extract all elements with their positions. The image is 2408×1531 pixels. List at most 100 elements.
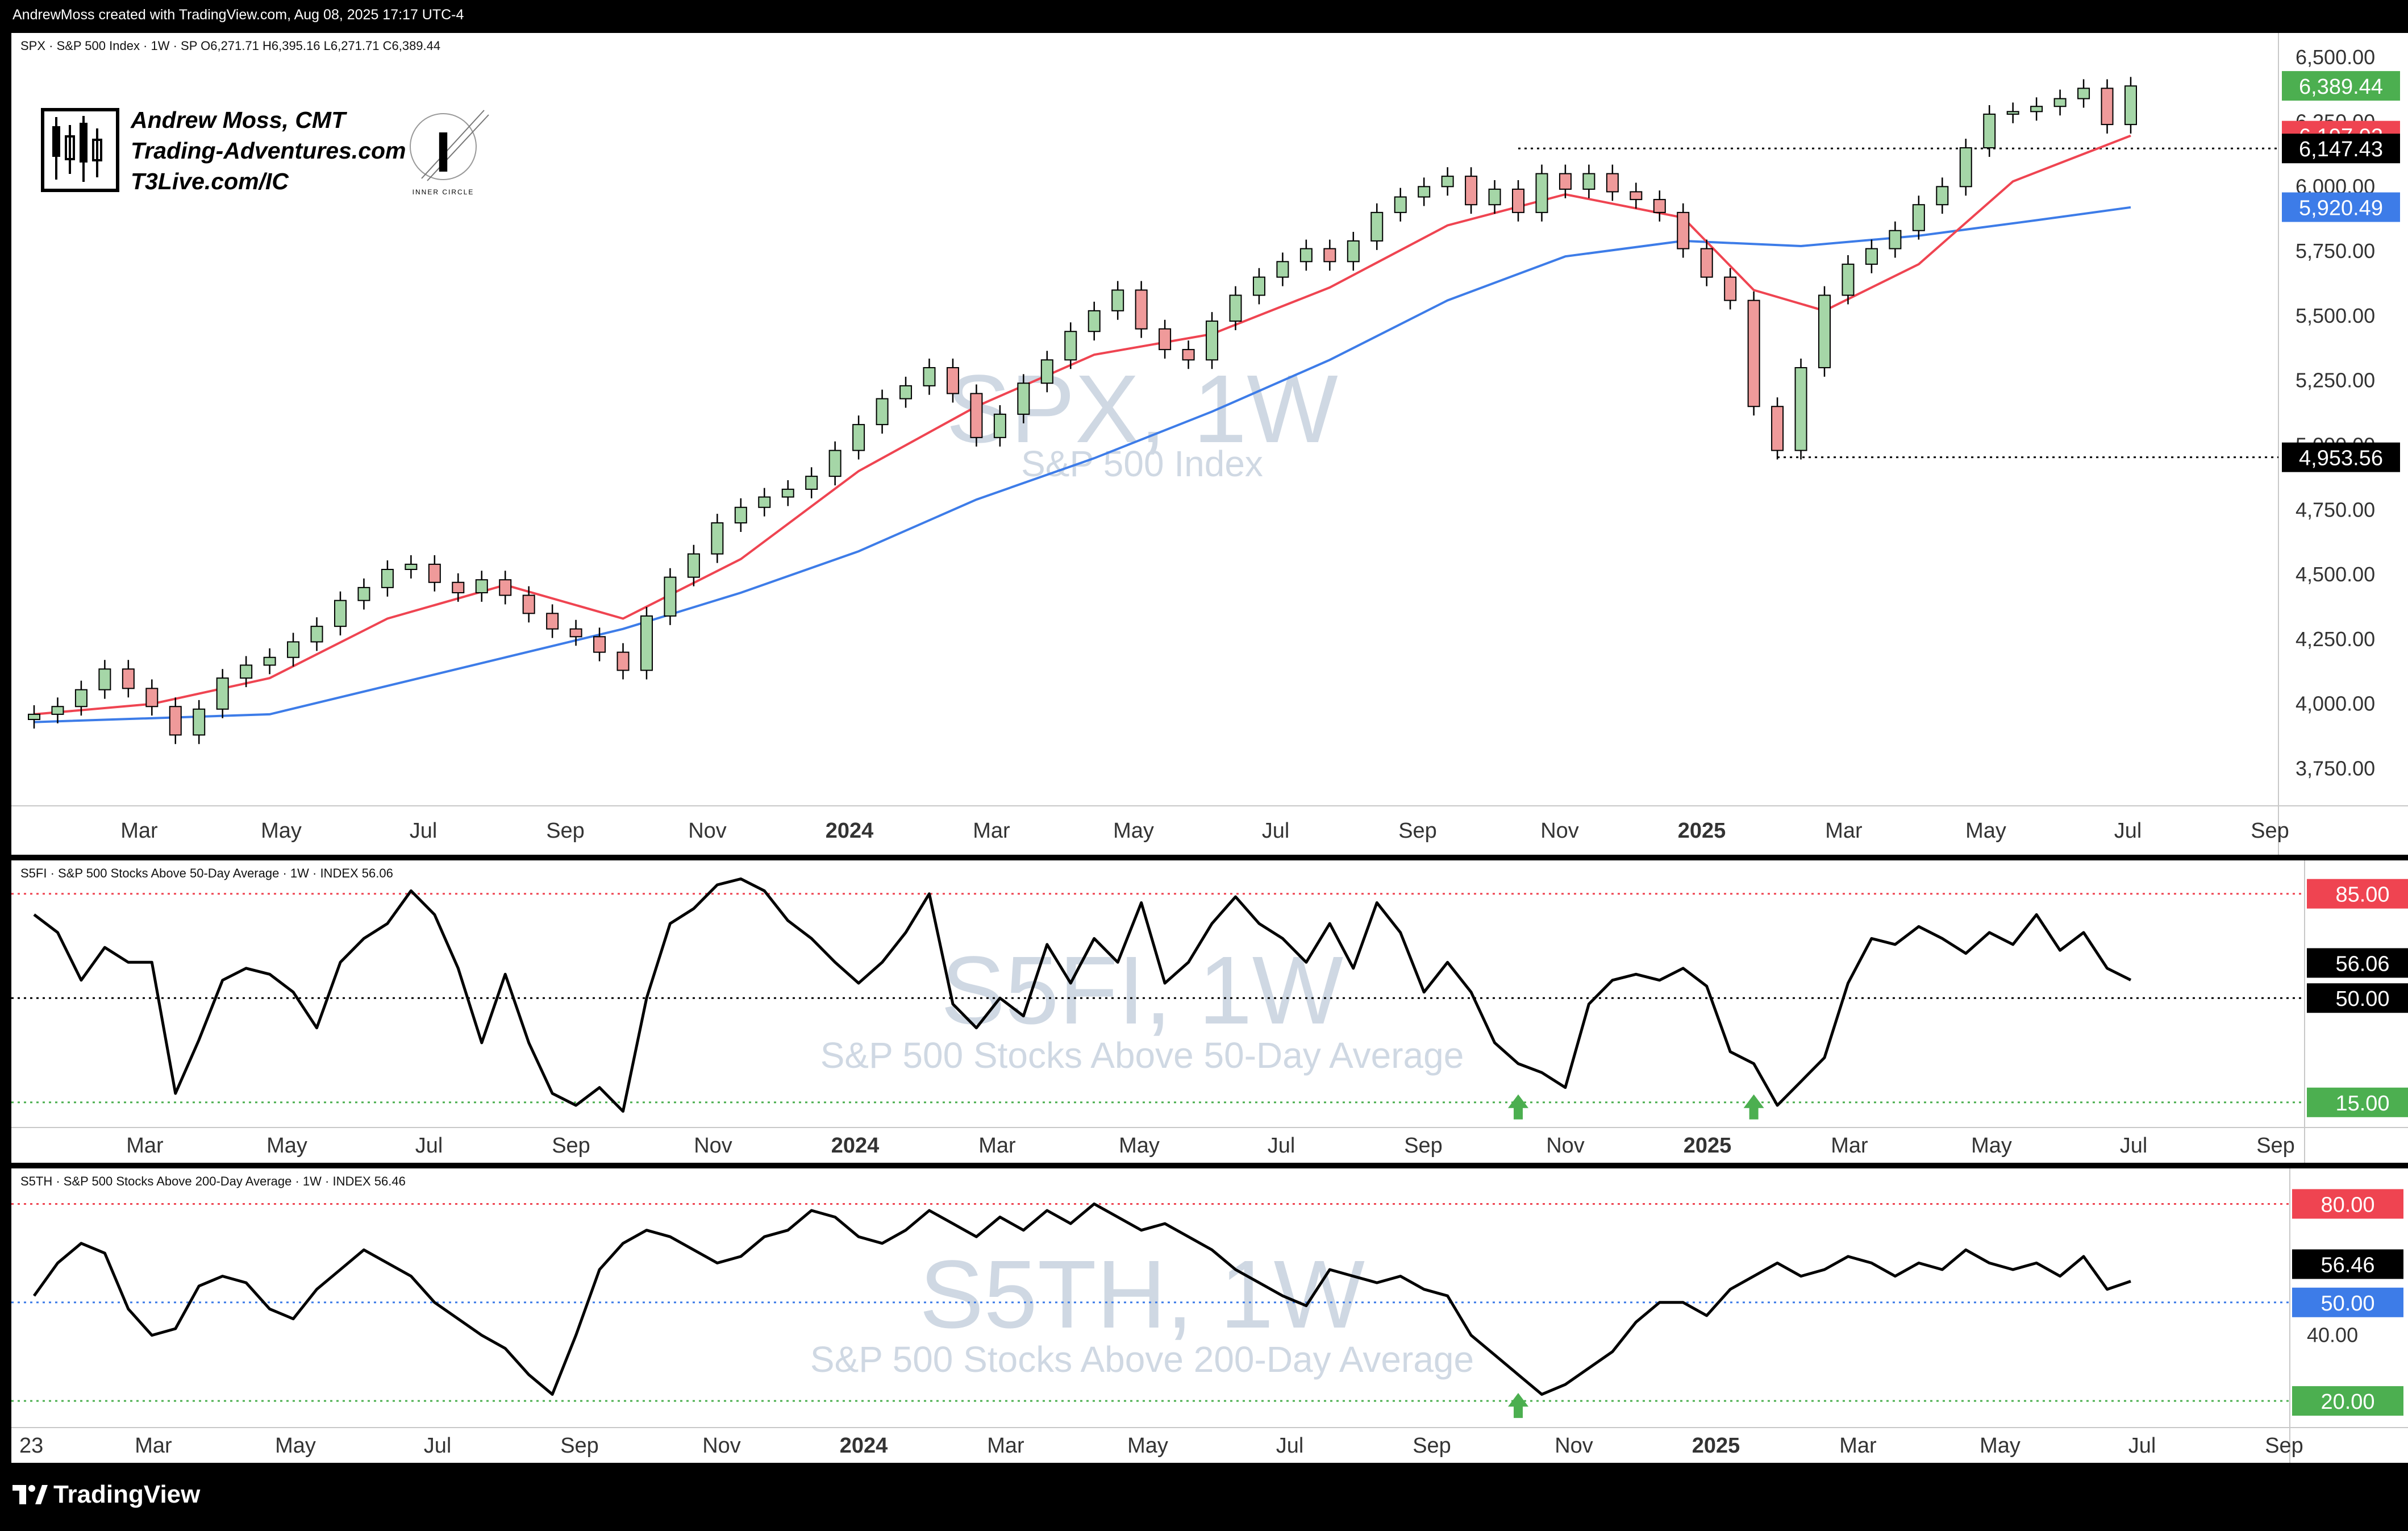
candle-body bbox=[1630, 191, 1643, 201]
level-tag-label: 50.00 bbox=[2320, 1292, 2374, 1316]
level-tag bbox=[2307, 879, 2408, 909]
time-tick-label: Nov bbox=[1555, 1434, 1593, 1458]
time-tick-label: 2024 bbox=[826, 819, 874, 843]
s5fi-chart[interactable]: S5FI, 1WS&P 500 Stocks Above 50-Day Aver… bbox=[11, 860, 2408, 1163]
level-tag-label: 20.00 bbox=[2320, 1390, 2374, 1414]
candle-body bbox=[1818, 294, 1831, 368]
time-tick-label: Sep bbox=[2256, 1134, 2295, 1158]
candle-body bbox=[240, 664, 253, 679]
candle-body bbox=[1252, 276, 1265, 296]
author-name: Andrew Moss, CMT bbox=[131, 107, 346, 133]
candle-body bbox=[405, 563, 418, 570]
candle-body bbox=[1512, 188, 1525, 213]
candle-body bbox=[1299, 248, 1313, 263]
candle-body bbox=[1889, 230, 1902, 249]
watermark-subtitle: S&P 500 Stocks Above 200-Day Average bbox=[810, 1339, 1474, 1380]
time-tick-label: Jul bbox=[410, 819, 438, 843]
level-tag-label: 15.00 bbox=[2335, 1092, 2389, 1116]
spx-chart[interactable]: 3,750.00 4,000.00 4,250.00 4,500.00 4,750.00… bbox=[11, 33, 2408, 855]
candle-body bbox=[1418, 186, 1431, 198]
price-tag bbox=[2282, 134, 2400, 164]
candle-body bbox=[1842, 263, 1855, 296]
candle-body bbox=[74, 689, 88, 708]
price-tag-label: 6,147.43 bbox=[2299, 138, 2383, 161]
time-tick-label: 2024 bbox=[831, 1134, 880, 1158]
candle-body bbox=[1983, 113, 1996, 149]
candle-body bbox=[946, 367, 959, 394]
price-tick-label: 4,250.00 bbox=[2295, 627, 2375, 651]
s5th-chart[interactable]: S5TH, 1WS&P 500 Stocks Above 200-Day Ave… bbox=[11, 1168, 2408, 1463]
s5fi-pane[interactable]: S5FI, 1W S&P 500 Stocks Above 50-Day Aver… bbox=[11, 860, 2408, 1163]
candle-body bbox=[428, 563, 441, 583]
candle-body bbox=[1135, 289, 1148, 330]
price-tick-label: 3,750.00 bbox=[2295, 756, 2375, 780]
spx-legend: SPX · S&P 500 Index · 1W · SP O6,271.71 … bbox=[20, 39, 440, 53]
candle-body bbox=[2101, 88, 2114, 126]
time-tick-label: Nov bbox=[1546, 1134, 1585, 1158]
candle-body bbox=[852, 424, 865, 451]
candle-body bbox=[452, 581, 465, 593]
s5th-pane[interactable]: S5TH, 1W S&P 500 Stocks Above 200-Day Ave… bbox=[11, 1168, 2408, 1463]
candle-body bbox=[1465, 176, 1478, 206]
time-tick-label: Sep bbox=[1398, 819, 1437, 843]
candle-body bbox=[1653, 199, 1666, 213]
candle-body bbox=[593, 636, 606, 653]
candle-body bbox=[357, 586, 370, 601]
candle-body bbox=[687, 553, 700, 578]
time-tick-label: Jul bbox=[1276, 1434, 1304, 1458]
tradingview-logo[interactable]: TradingView bbox=[13, 1480, 200, 1509]
price-tag bbox=[2282, 442, 2400, 472]
author-link: T3Live.com/IC bbox=[131, 168, 289, 194]
candle-body bbox=[1206, 321, 1219, 361]
time-tick-label: May bbox=[1980, 1434, 2020, 1458]
level-tag bbox=[2292, 1386, 2403, 1416]
time-tick-label: Jul bbox=[2128, 1434, 2156, 1458]
time-tick-label: Nov bbox=[688, 819, 727, 843]
watermark-subtitle: S&P 500 Stocks Above 50-Day Average bbox=[820, 1035, 1464, 1076]
time-tick-label: Nov bbox=[702, 1434, 741, 1458]
time-tick-label: Mar bbox=[1839, 1434, 1877, 1458]
time-tick-label: May bbox=[1965, 819, 2006, 843]
candle-body bbox=[758, 496, 771, 508]
time-tick-label: 2025 bbox=[1692, 1434, 1740, 1458]
time-tick-label: Mar bbox=[987, 1434, 1024, 1458]
time-tick-label: Sep bbox=[1413, 1434, 1451, 1458]
price-tick-label: 5,750.00 bbox=[2295, 239, 2375, 263]
inner-circle-logo: I INNER CIRCLE bbox=[405, 105, 490, 201]
candle-body bbox=[1064, 331, 1077, 361]
indicator-legend: S5FI · S&P 500 Stocks Above 50-Day Avera… bbox=[20, 866, 393, 880]
time-tick-label: Mar bbox=[135, 1434, 172, 1458]
price-pane[interactable]: 3,750.00 4,000.00 4,250.00 4,500.00 4,750.00… bbox=[11, 33, 2408, 855]
buy-signal-arrow-icon bbox=[1743, 1094, 1764, 1120]
price-tag-label: 6,389.44 bbox=[2299, 75, 2383, 99]
author-site: Trading-Adventures.com bbox=[131, 138, 406, 164]
time-tick-label: Sep bbox=[2265, 1434, 2303, 1458]
candle-body bbox=[899, 385, 913, 400]
indicator-line bbox=[32, 1202, 2131, 1396]
price-tick-label: 4,500.00 bbox=[2295, 563, 2375, 586]
time-tick-label: Mar bbox=[978, 1134, 1016, 1158]
value-tag-label: 56.46 bbox=[2320, 1253, 2374, 1277]
candle-body bbox=[122, 668, 135, 689]
time-tick-label: Jul bbox=[415, 1134, 443, 1158]
price-tick-label: 5,500.00 bbox=[2295, 304, 2375, 327]
candle-body bbox=[1229, 294, 1242, 322]
candle-body bbox=[640, 615, 653, 671]
indicator-line bbox=[33, 877, 2132, 1113]
buy-signal-arrow-icon bbox=[1508, 1094, 1529, 1120]
candle-body bbox=[1959, 147, 1972, 188]
candle-body bbox=[28, 713, 40, 721]
buy-signal-arrow-icon bbox=[1508, 1393, 1529, 1418]
candle-body bbox=[263, 656, 276, 666]
price-tick-label: 5,250.00 bbox=[2295, 369, 2375, 392]
candle-body bbox=[1017, 382, 1030, 415]
candle-body bbox=[1088, 310, 1101, 332]
candle-body bbox=[1441, 176, 1454, 188]
candle-body bbox=[98, 668, 111, 690]
candle-body bbox=[1159, 328, 1172, 351]
price-tick-label: 4,750.00 bbox=[2295, 498, 2375, 521]
price-tag bbox=[2282, 192, 2400, 222]
candle-body bbox=[1370, 211, 1384, 242]
candle-body bbox=[1488, 188, 1501, 206]
level-tag bbox=[2307, 983, 2408, 1013]
